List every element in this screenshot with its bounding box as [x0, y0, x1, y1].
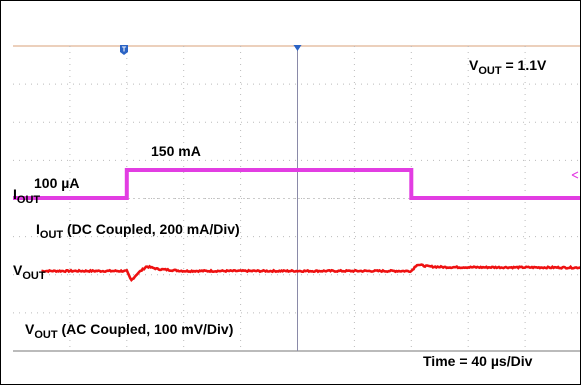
iout-trace: [13, 168, 580, 200]
vout-setting-annotation: VOUT = 1.1V: [469, 57, 547, 77]
iout-high-level-label: 150 mA: [151, 143, 201, 159]
time-per-div-label: Time = 40 µs/Div: [423, 353, 533, 369]
iout-coupling-label: IOUT (DC Coupled, 200 mA/Div): [36, 221, 240, 241]
trigger-t-marker: [120, 45, 128, 55]
iout-low-level-label: 100 µA: [34, 175, 80, 191]
vout-channel-marker: VOUT: [13, 262, 46, 282]
iout-channel-marker: IOUT: [13, 186, 41, 206]
trigger-position-marker: [293, 45, 302, 51]
trigger-t-glyph: T: [122, 47, 127, 54]
vout-trace: [41, 263, 580, 283]
vout-coupling-label: VOUT (AC Coupled, 100 mV/Div): [25, 321, 234, 341]
iout-level-arrow: [571, 171, 579, 179]
